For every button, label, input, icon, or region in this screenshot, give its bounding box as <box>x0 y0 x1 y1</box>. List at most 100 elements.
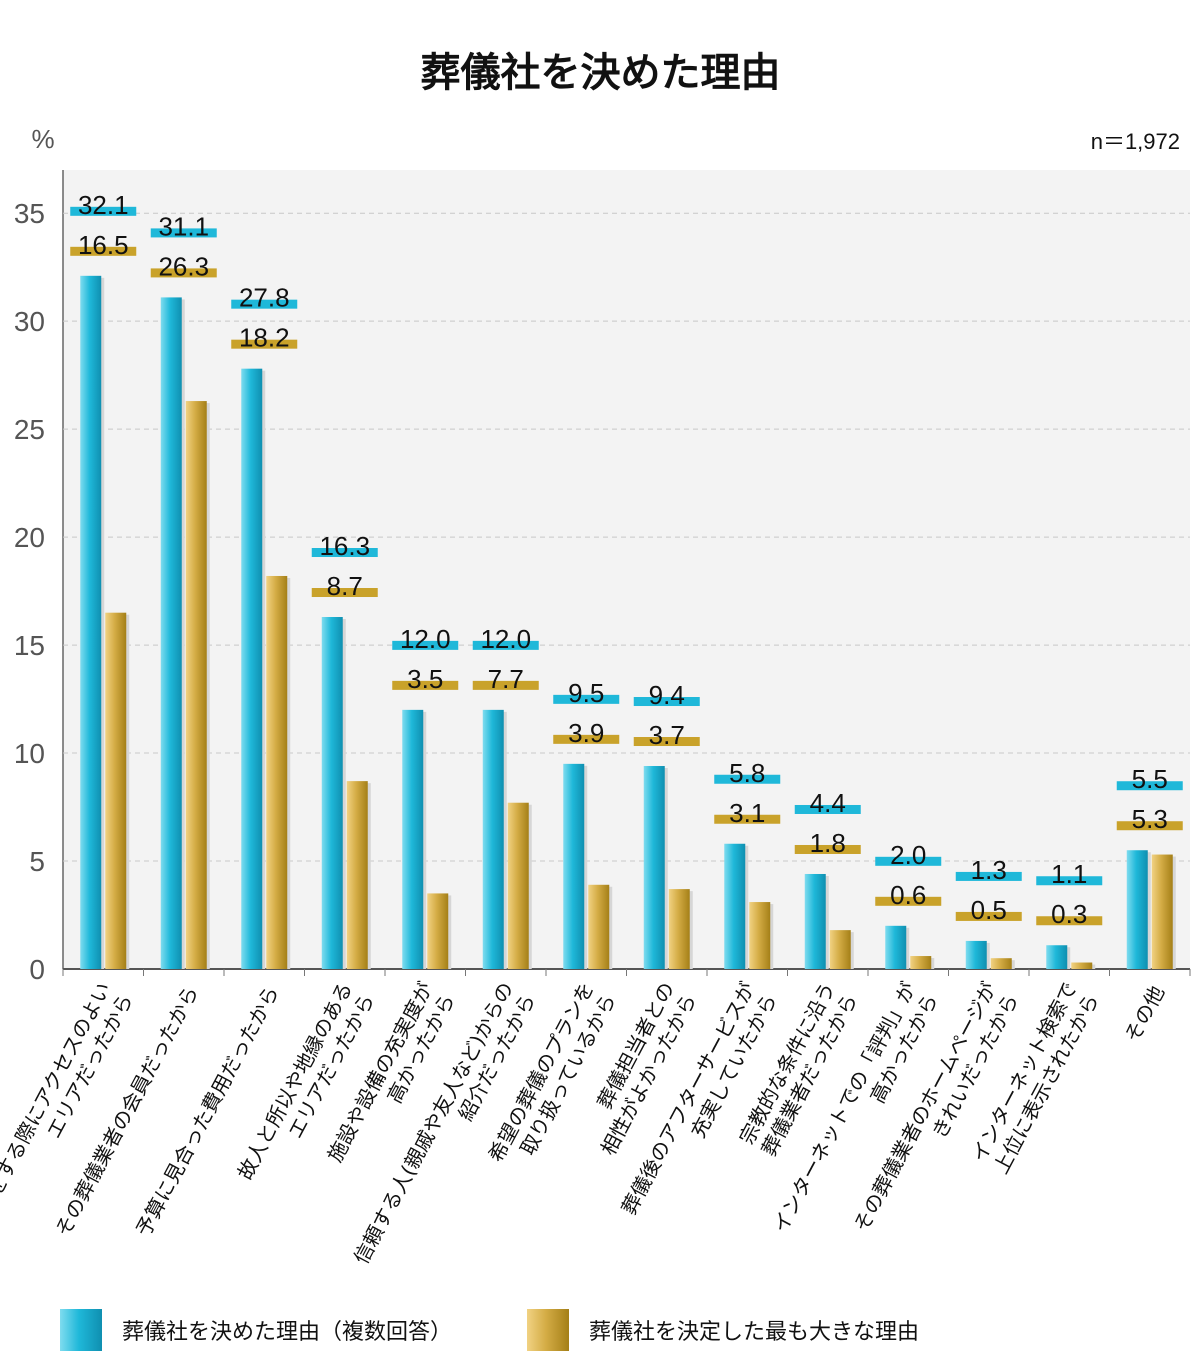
bar-chart: 0 5 10 15 20 25 30 35 32.1 16.5 31.1 26.3 27.8 18.2 1… <box>0 124 1191 1268</box>
y-axis-unit: % <box>31 124 54 154</box>
legend-label-series-1: 葬儀社を決めた理由（複数回答） <box>122 1320 453 1345</box>
bar-series-1 <box>885 925 907 969</box>
x-category-label: 予算に見合った費用だったから <box>131 982 284 1240</box>
data-label-series-1: 31.1 <box>158 211 209 241</box>
legend-item-series-2: 葬儀社を決定した最も大きな理由 <box>527 1308 919 1352</box>
data-label-series-2: 5.3 <box>1132 804 1168 834</box>
data-label-series-2: 3.7 <box>649 720 685 750</box>
bar-series-2 <box>266 575 288 969</box>
bar-series-2 <box>427 893 449 969</box>
data-label-series-2: 0.5 <box>971 895 1007 925</box>
data-label-series-2: 7.7 <box>488 664 524 694</box>
y-tick-label: 30 <box>14 306 45 337</box>
bar-series-1 <box>563 763 585 969</box>
y-tick-label: 5 <box>29 846 45 877</box>
data-label-underline <box>1036 916 1103 926</box>
data-label-underline <box>1036 876 1103 886</box>
data-labels: 32.1 16.5 31.1 26.3 27.8 18.2 16.3 8.7 12.0 3.5 12… <box>70 190 1183 929</box>
bar-series-2 <box>910 956 932 969</box>
data-label-series-1: 12.0 <box>480 624 531 654</box>
data-label-underline <box>231 339 298 349</box>
data-label-series-2: 8.7 <box>327 571 363 601</box>
data-label-series-2: 3.9 <box>568 718 604 748</box>
x-category-label-line: その他 <box>1120 982 1169 1046</box>
legend-swatch-blue <box>60 1309 102 1351</box>
data-label-series-1: 5.5 <box>1132 764 1168 794</box>
data-label-series-2: 0.3 <box>1051 899 1087 929</box>
bar-series-2 <box>507 802 529 969</box>
data-label-series-1: 9.5 <box>568 678 604 708</box>
y-axis-ticks: 0 5 10 15 20 25 30 35 <box>14 198 45 985</box>
data-label-series-1: 16.3 <box>319 531 370 561</box>
data-label-series-1: 9.4 <box>649 680 685 710</box>
bar-series-1 <box>1046 945 1068 969</box>
data-label-underline <box>553 734 620 744</box>
data-label-underline <box>70 206 137 216</box>
chart-title: 葬儀社を決めた理由 <box>420 50 781 96</box>
bar-series-2 <box>749 902 771 969</box>
data-label-underline <box>794 804 861 814</box>
y-tick-label: 10 <box>14 738 45 769</box>
plot-background <box>63 170 1190 969</box>
data-label-underline <box>875 856 942 866</box>
bar-series-2 <box>346 781 368 969</box>
data-label-series-2: 3.5 <box>407 664 443 694</box>
data-label-underline <box>633 737 700 747</box>
bar-series-1 <box>241 368 263 969</box>
data-label-underline <box>311 588 378 598</box>
data-label-series-1: 32.1 <box>78 190 129 220</box>
data-label-series-2: 0.6 <box>890 880 926 910</box>
y-tick-label: 35 <box>14 198 45 229</box>
plot-area <box>62 170 1190 969</box>
legend-swatch-gold <box>527 1309 569 1351</box>
y-tick-label: 15 <box>14 630 45 661</box>
data-label-series-2: 18.2 <box>239 323 290 353</box>
data-label-underline <box>150 268 217 278</box>
y-tick-label: 25 <box>14 414 45 445</box>
data-label-series-1: 1.1 <box>1051 859 1087 889</box>
bar-series-2 <box>990 958 1012 969</box>
y-tick-label: 20 <box>14 522 45 553</box>
data-label-underline <box>633 697 700 707</box>
data-label-underline <box>392 680 459 690</box>
data-label-series-1: 12.0 <box>400 624 451 654</box>
bars <box>80 275 1176 970</box>
data-label-underline <box>150 228 217 238</box>
data-label-series-2: 26.3 <box>158 251 209 281</box>
data-label-underline <box>70 246 137 256</box>
bar-series-1 <box>1126 850 1148 969</box>
bar-series-1 <box>321 617 343 969</box>
y-tick-label: 0 <box>29 954 45 985</box>
legend-item-series-1: 葬儀社を決めた理由（複数回答） <box>60 1308 452 1352</box>
bar-series-1 <box>80 275 102 970</box>
bar-series-1 <box>804 873 826 969</box>
x-category-label-line: 予算に見合った費用だったから <box>131 982 284 1240</box>
bar-series-2 <box>829 930 851 969</box>
bar-series-1 <box>643 766 665 969</box>
data-label-underline <box>311 548 378 558</box>
data-label-underline <box>472 680 539 690</box>
data-label-underline <box>231 299 298 309</box>
data-label-series-1: 2.0 <box>890 840 926 870</box>
bar-series-2 <box>1151 854 1173 969</box>
x-axis-labels: 葬儀をする際にアクセスのよいエリアだったからその葬儀業者の会員だったから予算に見… <box>0 978 1169 1268</box>
bar-series-2 <box>588 884 610 969</box>
bar-series-1 <box>160 297 182 970</box>
data-label-underline <box>875 896 942 906</box>
data-label-series-1: 1.3 <box>971 855 1007 885</box>
data-label-underline <box>714 774 781 784</box>
data-label-underline <box>1116 781 1183 791</box>
data-label-series-2: 3.1 <box>729 798 765 828</box>
data-label-underline <box>553 694 620 704</box>
data-label-underline <box>955 911 1022 921</box>
data-label-series-2: 16.5 <box>78 230 129 260</box>
x-category-label: その他 <box>1120 982 1169 1046</box>
bar-series-1 <box>402 709 424 969</box>
data-label-series-1: 5.8 <box>729 758 765 788</box>
data-label-underline <box>392 640 459 650</box>
data-label-underline <box>794 844 861 854</box>
data-label-series-1: 27.8 <box>239 283 290 313</box>
sample-size-note: n＝1,972 <box>1091 129 1180 154</box>
bar-series-2 <box>1071 962 1093 969</box>
bar-series-1 <box>482 709 504 969</box>
